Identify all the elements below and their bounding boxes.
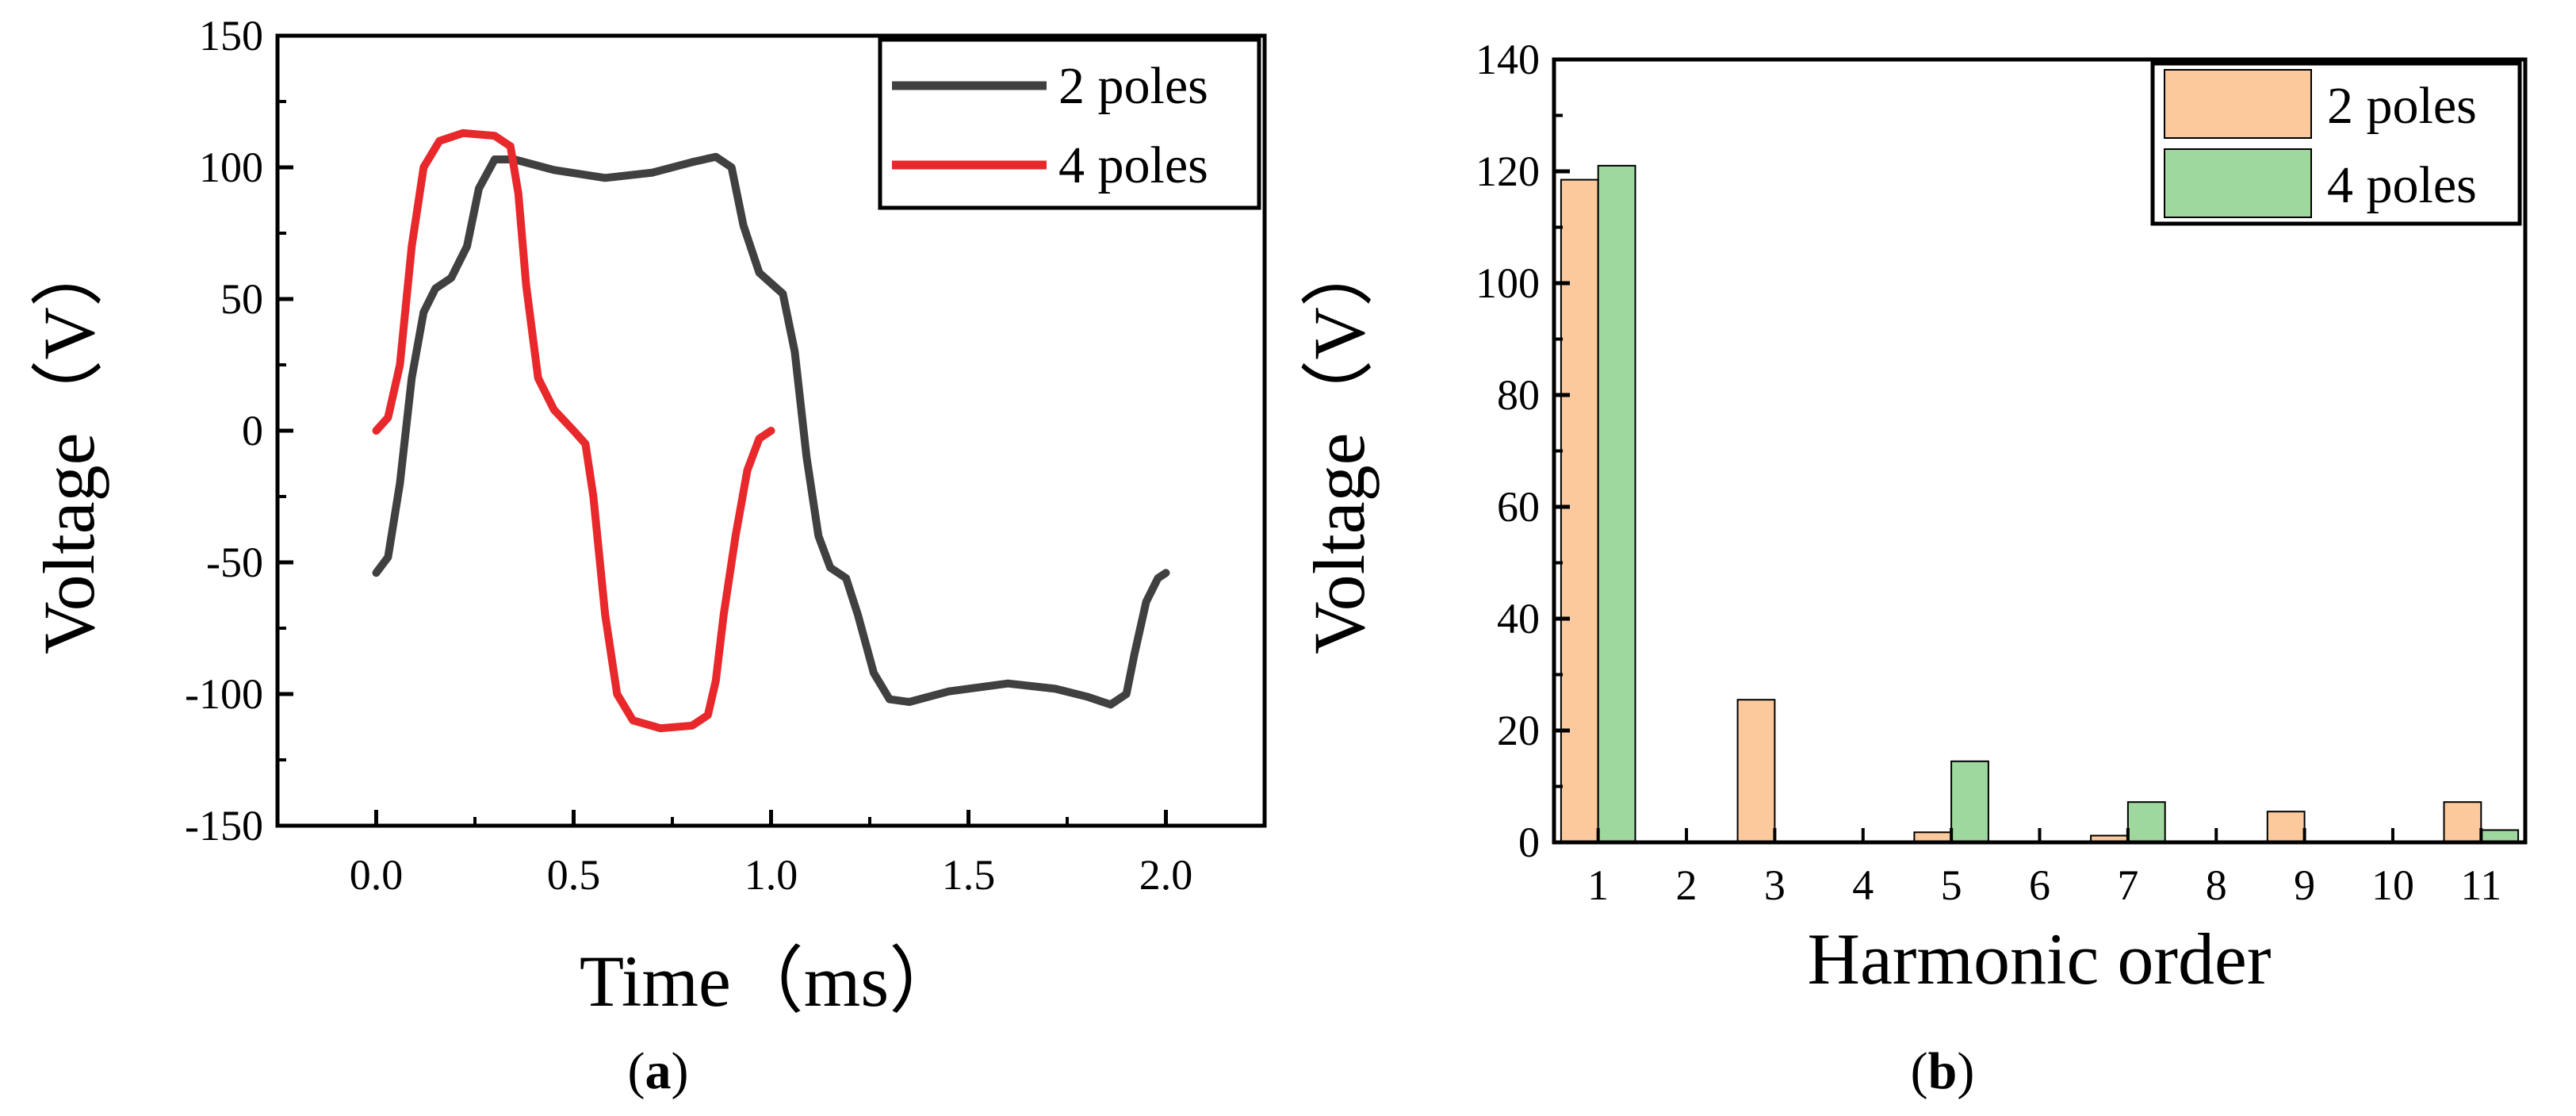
panel-b-y-ticks: 140 120 100 80 60 40 20 0: [1476, 36, 1570, 866]
panel-b-bar-2-poles-h1: [1560, 178, 1599, 844]
panel-a-legend-box: [878, 37, 1261, 210]
panel-b-bar-4-poles-h5: [1950, 760, 1989, 843]
panel-b-x-tick-label: 9: [2294, 861, 2315, 909]
panel-b-y-tick-label: 120: [1476, 148, 1540, 195]
panel-a-y-tick-label: -150: [185, 802, 263, 849]
panel-a-x-tick-label: 2.0: [1139, 851, 1193, 899]
panel-b-y-tick-label: 60: [1497, 483, 1540, 531]
panel-a-legend: 2 poles 4 poles: [878, 37, 1261, 210]
panel-a-line-chart: 150 100 50 0 -50 -100 -150 0.0 0.5 1.0 1.5 2.0 2 p…: [29, 12, 1267, 1100]
panel-b-legend-label-2-poles: 2 poles: [2327, 77, 2477, 135]
panel-b-legend-swatch-2-poles: [2164, 69, 2312, 139]
panel-b-legend: 2 poles 4 poles: [2150, 61, 2522, 226]
panel-b-x-tick-label: 4: [1852, 861, 1874, 909]
panel-b-label-close: ): [1957, 1042, 1974, 1100]
panel-a-y-tick-label: -50: [206, 539, 263, 586]
panel-b-x-tick-label: 2: [1676, 861, 1698, 909]
panel-a-y-tick-label: 100: [199, 144, 263, 191]
panel-a-series-line-2-poles: [372, 152, 1170, 709]
panel-a-y-ticks: 150 100 50 0 -50 -100 -150: [185, 12, 293, 849]
panel-b-bar-2-poles-h9: [2266, 811, 2306, 844]
panel-b-x-tick-label: 11: [2460, 861, 2501, 909]
panel-a-label: (a): [628, 1042, 689, 1100]
panel-a-x-tick-label: 1.5: [942, 851, 996, 899]
panel-a-legend-label-2-poles: 2 poles: [1058, 57, 1208, 115]
panel-b-y-tick-label: 20: [1497, 707, 1540, 754]
panel-b-y-tick-label: 0: [1518, 819, 1540, 866]
panel-b-y-tick-label: 140: [1476, 36, 1540, 83]
panel-b-x-tick-label: 8: [2206, 861, 2227, 909]
panel-a-y-tick-label: 0: [242, 407, 263, 454]
panel-b-x-tick-label: 3: [1764, 861, 1786, 909]
panel-b-x-tick-label: 6: [2029, 861, 2050, 909]
panel-b-bar-2-poles-h3: [1736, 699, 1776, 844]
panel-a-series-line-4-poles: [372, 128, 775, 733]
panel-b-legend-swatch-4-poles: [2164, 148, 2312, 218]
panel-a-x-ticks: 0.0 0.5 1.0 1.5 2.0: [276, 810, 1266, 899]
panel-a-x-axis-title: Time（ms）: [580, 941, 962, 1022]
panel-a-series-group: [372, 128, 1170, 733]
panel-a-x-tick-label: 1.0: [744, 851, 798, 899]
panel-b-label-open: (: [1911, 1042, 1928, 1100]
panel-b-x-tick-label: 1: [1587, 861, 1609, 909]
panel-b-x-tick-label: 10: [2371, 861, 2414, 909]
panel-a-x-tick-label: 0.5: [547, 851, 601, 899]
panel-a-label-letter: a: [645, 1042, 672, 1100]
panel-b-label-letter: b: [1928, 1042, 1958, 1100]
panel-b-legend-label-4-poles: 4 poles: [2327, 156, 2477, 214]
panel-b-bar-4-poles-h7: [2126, 801, 2166, 844]
panel-a-label-open: (: [628, 1042, 645, 1100]
panel-b-y-tick-label: 100: [1476, 259, 1540, 307]
panel-b-bar-chart: 140 120 100 80 60 40 20 0 1 2 3 4 5 6 7 8 9 10 11 2 poles…: [1299, 36, 2528, 1100]
panel-b-bar-4-poles-h1: [1597, 164, 1636, 843]
panel-b-y-tick-label: 80: [1497, 371, 1540, 419]
panel-b-plot-area: [1552, 57, 2528, 845]
panel-a-y-tick-label: -100: [185, 670, 263, 718]
panel-a-y-axis-title: Voltage（V）: [29, 234, 109, 654]
panel-b-bars-group: [1560, 164, 2520, 844]
panel-a-label-close: ): [672, 1042, 689, 1100]
panel-b-x-ticks: 1 2 3 4 5 6 7 8 9 10 11: [1587, 828, 2501, 909]
panel-b-x-tick-label: 7: [2117, 861, 2138, 909]
panel-b-label: (b): [1911, 1042, 1975, 1100]
panel-a-y-tick-label: 150: [199, 12, 263, 59]
panel-a-x-tick-label: 0.0: [350, 851, 404, 899]
panel-a-y-tick-label: 50: [220, 275, 263, 323]
panel-b-y-tick-label: 40: [1497, 595, 1540, 642]
panel-a-legend-label-4-poles: 4 poles: [1058, 136, 1208, 194]
panel-b-bar-2-poles-h11: [2443, 801, 2482, 844]
panel-b-x-axis-title: Harmonic order: [1808, 918, 2272, 999]
panel-b-y-axis-title: Voltage（V）: [1299, 234, 1380, 654]
panel-b-x-tick-label: 5: [1941, 861, 1962, 909]
